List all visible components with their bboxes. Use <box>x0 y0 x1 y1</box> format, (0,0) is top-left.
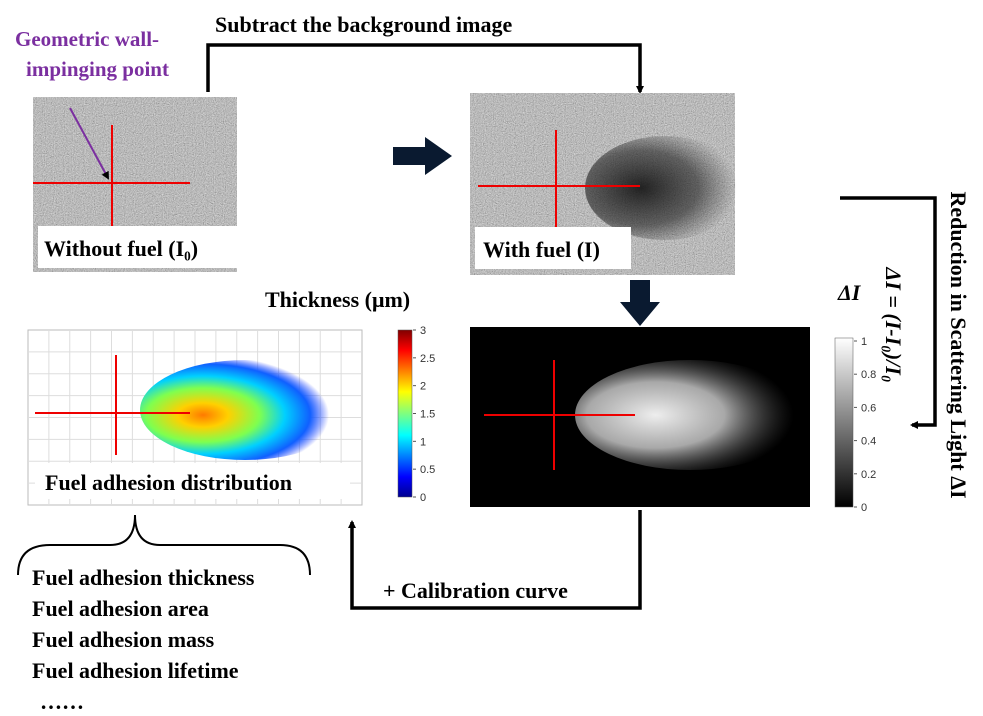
colorbar <box>834 337 854 508</box>
colorbar-tick-label: 0.8 <box>861 369 876 381</box>
brace <box>17 514 311 576</box>
label-box <box>35 463 350 499</box>
image-delta <box>470 327 810 507</box>
side-label: Reduction in Scattering Light ΔI <box>946 191 971 498</box>
colorbar-title: ΔI <box>837 280 862 305</box>
annotation: impinging point <box>26 57 169 81</box>
panel-label: Without fuel (I₀) <box>44 236 198 261</box>
colorbar-tick-label: 2 <box>420 381 426 393</box>
output-item: Fuel adhesion lifetime <box>32 658 239 683</box>
colorbar <box>397 329 413 498</box>
arrow <box>348 510 642 610</box>
label-box <box>475 227 631 269</box>
colorbar-tick-label: 0.6 <box>861 402 876 414</box>
crosshair <box>33 125 190 245</box>
output-item: Fuel adhesion thickness <box>32 565 255 590</box>
arrow <box>840 196 937 429</box>
colorbar-tick-label: 3 <box>420 325 426 337</box>
top-arrow-label: Subtract the background image <box>215 12 512 37</box>
panel-label: Fuel adhesion distribution <box>45 470 292 495</box>
arrow <box>206 43 644 94</box>
annotation: Geometric wall- <box>15 27 159 51</box>
colorbar-tick-label: 0.2 <box>861 469 876 481</box>
colorbar-tick-label: 2.5 <box>420 353 435 365</box>
bottom-arrow-label: + Calibration curve <box>383 578 568 603</box>
adhesion-blob <box>140 360 350 460</box>
colorbar-tick-label: 0 <box>420 492 426 504</box>
crosshair <box>35 355 190 455</box>
colorbar-tick-label: 1 <box>420 436 426 448</box>
colorbar-title: Thickness (μm) <box>265 287 410 312</box>
colorbar-tick-label: 0.4 <box>861 436 876 448</box>
arrow <box>393 137 452 175</box>
output-item: Fuel adhesion mass <box>32 627 215 652</box>
equation: ΔI = (I-I₀)/I₀ <box>881 266 906 382</box>
arrow <box>620 280 660 326</box>
label-box <box>38 226 248 268</box>
output-item: …… <box>40 689 84 714</box>
crosshair <box>484 360 635 470</box>
output-item: Fuel adhesion area <box>32 596 209 621</box>
annotation-arrow <box>69 107 109 180</box>
panel-label: With fuel (I) <box>483 237 600 262</box>
colorbar-tick-label: 0.5 <box>420 464 435 476</box>
colorbar-tick-label: 1 <box>861 336 867 348</box>
colorbar-tick-label: 0 <box>861 502 867 514</box>
colorbar-tick-label: 1.5 <box>420 409 435 421</box>
crosshair <box>478 130 640 245</box>
